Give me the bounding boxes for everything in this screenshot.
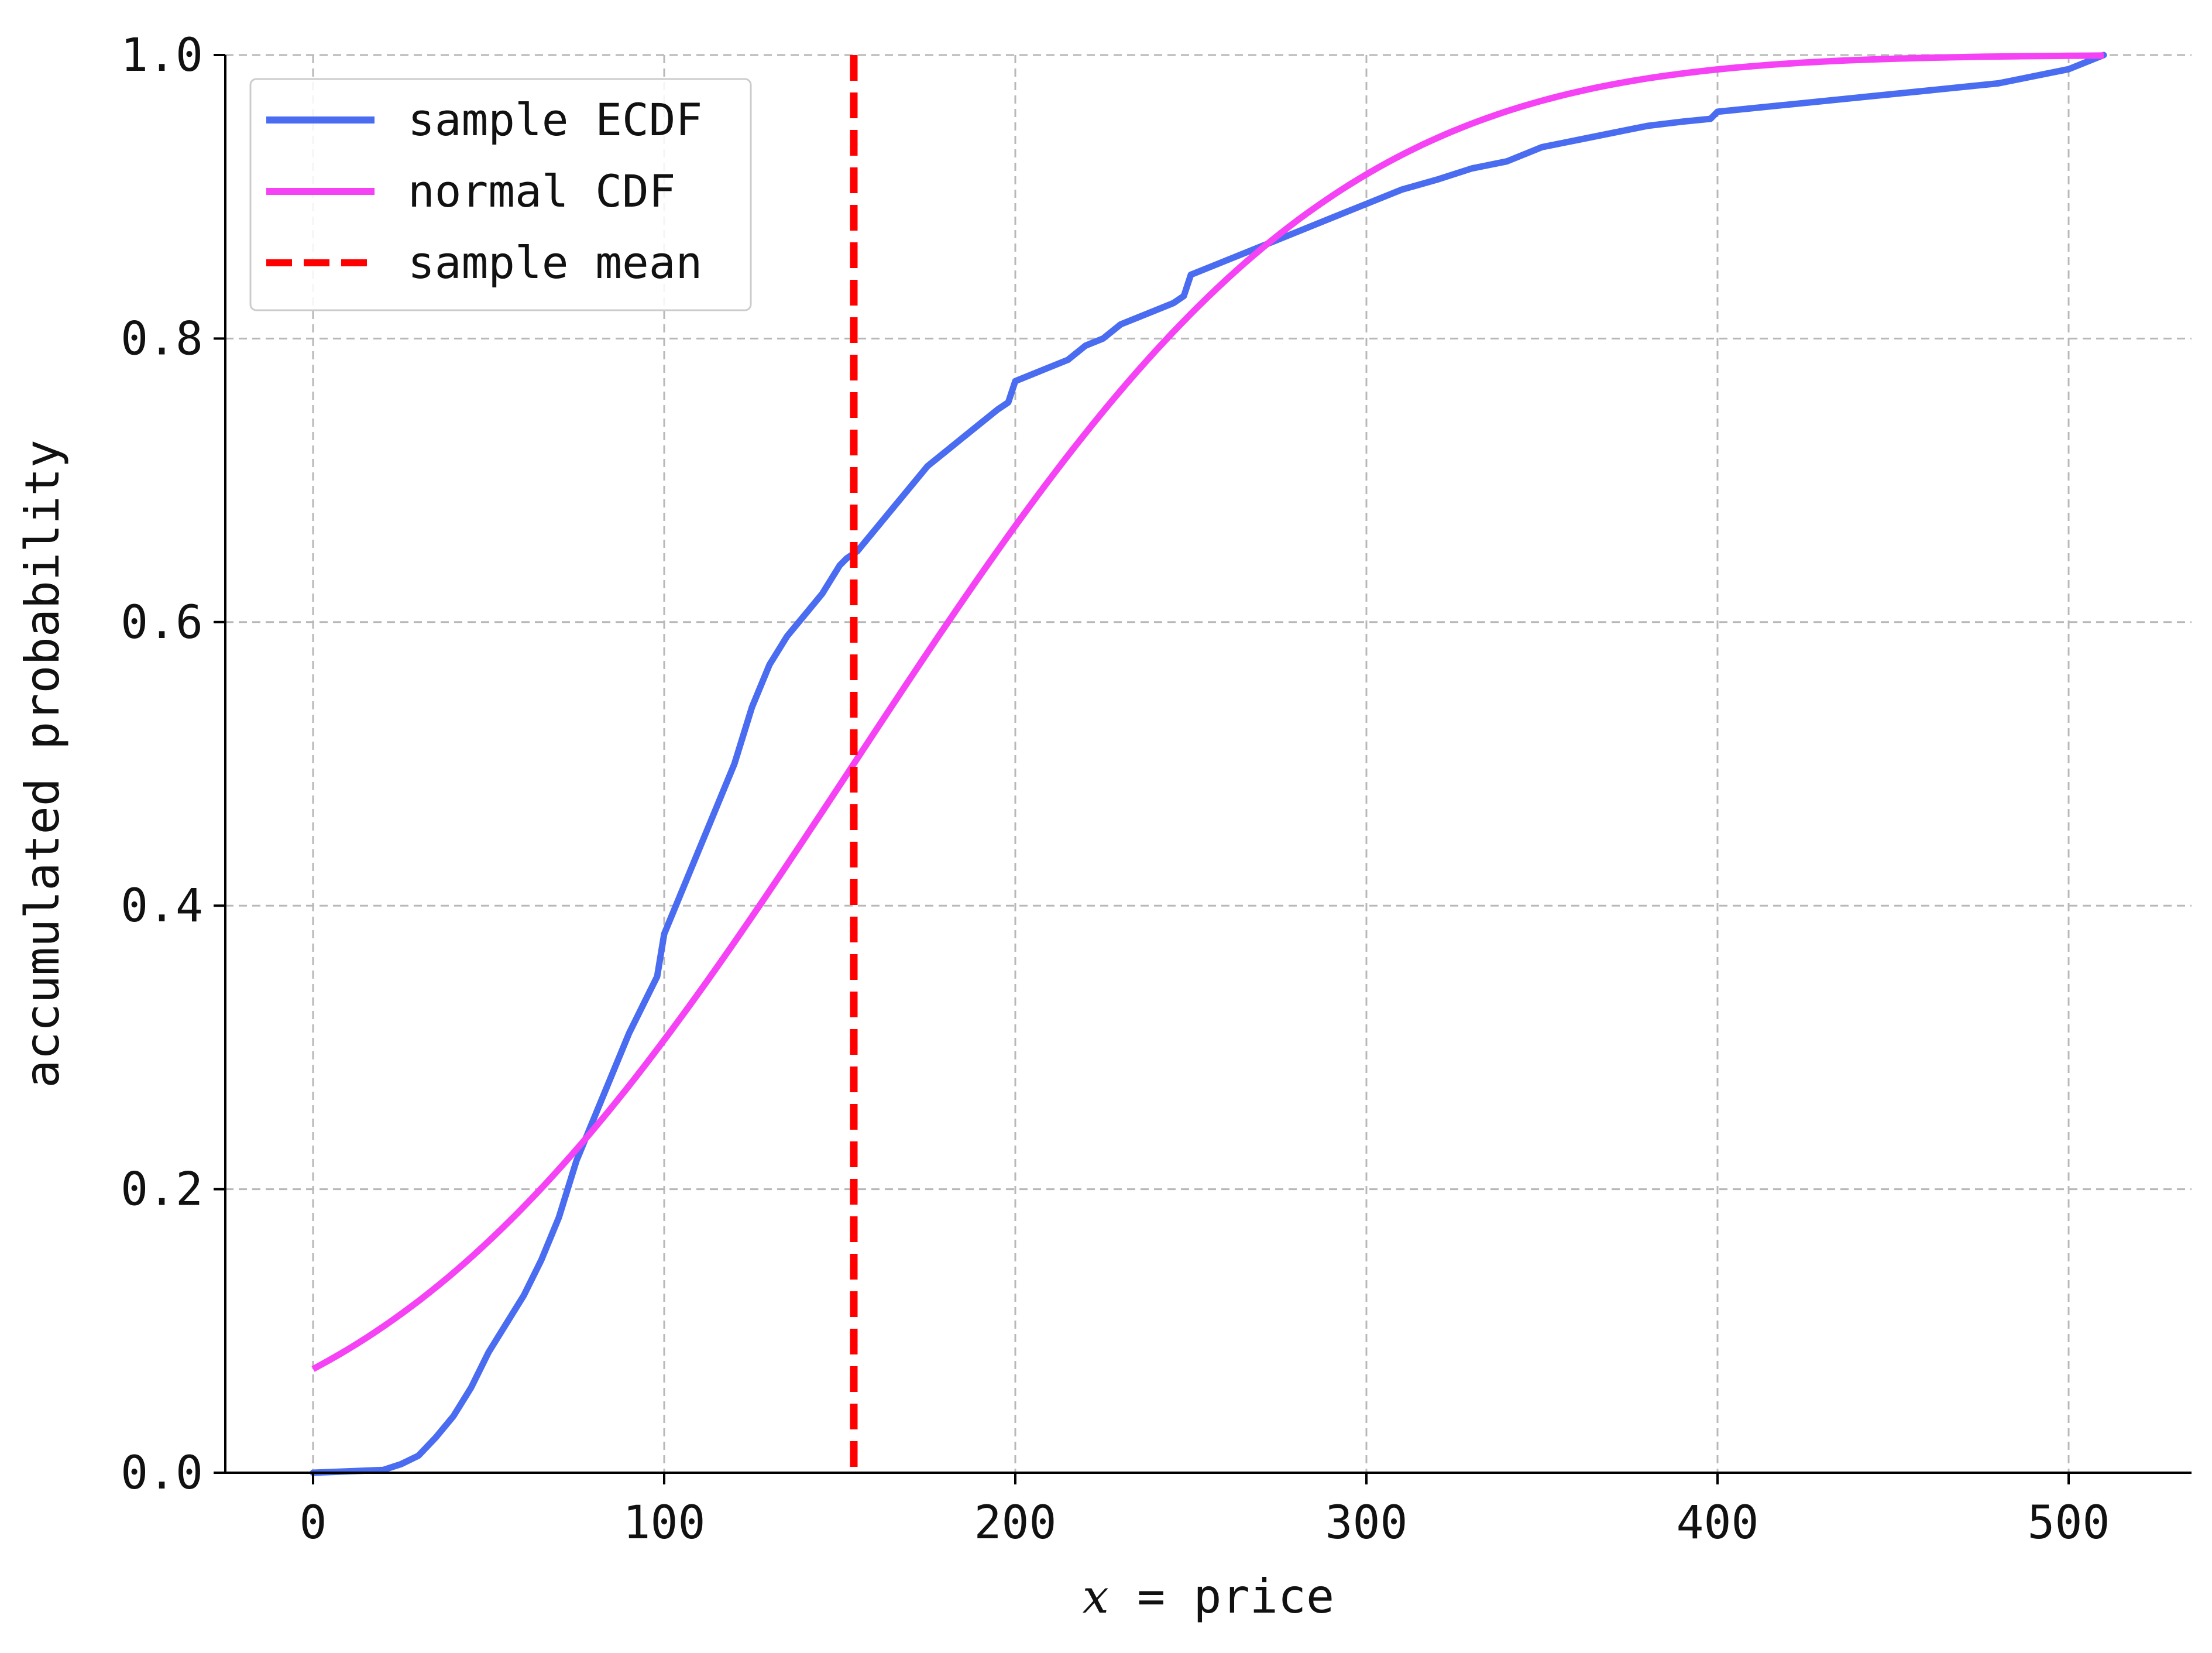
x-tick-label: 200 <box>974 1497 1057 1549</box>
ticks: 0 100 200 300 400 500 0.0 0.2 0.4 0.6 0.8 1.0 <box>121 29 2110 1549</box>
x-tick-label: 0 <box>300 1497 327 1549</box>
x-tick-label: 100 <box>623 1497 706 1549</box>
legend: sample ECDF normal CDF sample mean <box>249 78 752 311</box>
x-tick-label: 300 <box>1325 1497 1408 1549</box>
normal-cdf-line <box>311 52 2104 1372</box>
legend-label: sample mean <box>408 236 702 289</box>
y-tick-label: 0.0 <box>121 1447 203 1500</box>
y-tick-label: 1.0 <box>121 29 203 82</box>
x-tick-label: 400 <box>1677 1497 1759 1549</box>
y-axis-label: accumulated probability <box>15 440 70 1088</box>
legend-box <box>249 78 752 311</box>
legend-items: sample ECDF normal CDF sample mean <box>266 94 702 289</box>
x-axis-label: x = price <box>1083 1569 1334 1624</box>
series-layer <box>310 52 2107 1476</box>
y-tick-label: 0.8 <box>121 313 203 365</box>
y-tick-label: 0.2 <box>121 1164 203 1216</box>
y-tick-label: 0.6 <box>121 596 203 649</box>
y-tick-label: 0.4 <box>121 880 203 932</box>
x-tick-label: 500 <box>2028 1497 2110 1549</box>
legend-label: sample ECDF <box>408 94 702 146</box>
legend-label: normal CDF <box>408 165 676 217</box>
axes <box>224 55 2192 1474</box>
